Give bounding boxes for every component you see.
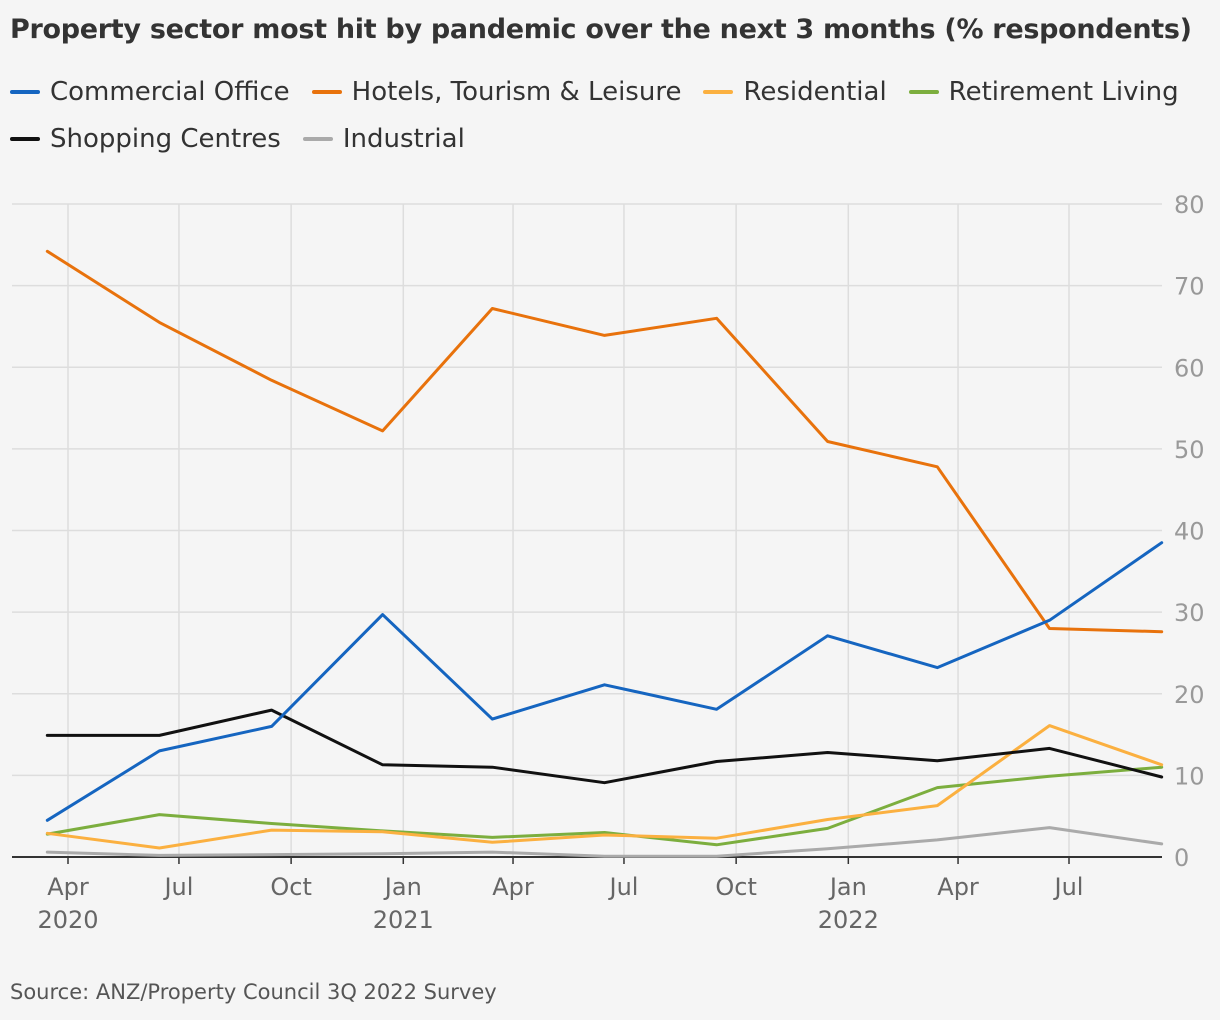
y-tick-label-50: 50 xyxy=(1174,436,1205,464)
y-tick-label-70: 70 xyxy=(1174,273,1205,301)
x-tick-label-9: Jul xyxy=(1053,873,1084,901)
y-tick-label-0: 0 xyxy=(1174,844,1189,872)
legend-label-industrial: Industrial xyxy=(342,124,465,154)
y-tick-label-40: 40 xyxy=(1174,518,1205,546)
legend-swatch-retirement-living xyxy=(908,90,939,94)
y-tick-label-20: 20 xyxy=(1174,681,1205,709)
x-tick-year-2022: 2022 xyxy=(818,906,879,934)
x-tick-label-5: Jul xyxy=(607,873,638,901)
legend-item-industrial: Industrial xyxy=(302,124,465,154)
x-tick-label-3: Jan xyxy=(383,873,422,901)
y-tick-label-80: 80 xyxy=(1174,191,1205,219)
legend-row-1: Commercial Office Hotels, Tourism & Leis… xyxy=(10,74,1210,110)
legend-swatch-residential xyxy=(703,90,734,94)
legend-swatch-industrial xyxy=(302,137,333,141)
x-tick-label-2: Oct xyxy=(270,873,312,901)
series-line-retirement-living xyxy=(45,765,1164,847)
x-tick-label-4: Apr xyxy=(492,873,534,901)
x-tick-year-2021: 2021 xyxy=(373,906,434,934)
legend-label-residential: Residential xyxy=(743,77,887,107)
legend-swatch-hotels xyxy=(311,90,342,94)
legend-item-retirement-living: Retirement Living xyxy=(908,77,1179,107)
series-line-residential xyxy=(45,724,1164,850)
x-tick-year-2020: 2020 xyxy=(37,906,98,934)
series-line-hotels-tourism-leisure xyxy=(45,249,1164,634)
chart-legend: Commercial Office Hotels, Tourism & Leis… xyxy=(10,74,1210,168)
y-tick-label-30: 30 xyxy=(1174,599,1205,627)
legend-label-shopping-centres: Shopping Centres xyxy=(50,124,281,154)
legend-item-shopping-centres: Shopping Centres xyxy=(10,124,281,154)
legend-swatch-shopping-centres xyxy=(10,137,40,141)
legend-label-retirement-living: Retirement Living xyxy=(948,77,1179,107)
x-tick-label-7: Jan xyxy=(828,873,867,901)
x-tick-label-6: Oct xyxy=(715,873,757,901)
y-tick-label-10: 10 xyxy=(1174,762,1205,790)
series-line-shopping-centres xyxy=(45,708,1164,785)
line-chart: 0 10 20 30 40 50 60 70 80 Apr 2020 Jul Oct Jan 2021 Apr… xyxy=(12,191,1205,934)
legend-label-commercial-office: Commercial Office xyxy=(50,77,290,107)
x-tick-label-8: Apr xyxy=(937,873,979,901)
series-line-commercial-office xyxy=(45,541,1164,822)
legend-item-residential: Residential xyxy=(703,77,887,107)
series-line-industrial xyxy=(45,826,1164,858)
legend-swatch-commercial-office xyxy=(10,90,40,94)
legend-row-2: Shopping Centres Industrial xyxy=(10,121,1210,157)
x-tick-label-0: Apr xyxy=(47,873,89,901)
chart-title: Property sector most hit by pandemic ove… xyxy=(10,14,1192,45)
x-tick-label-1: Jul xyxy=(162,873,193,901)
source-note: Source: ANZ/Property Council 3Q 2022 Sur… xyxy=(10,980,497,1004)
legend-label-hotels: Hotels, Tourism & Leisure xyxy=(351,77,682,107)
legend-item-commercial-office: Commercial Office xyxy=(10,77,290,107)
legend-item-hotels: Hotels, Tourism & Leisure xyxy=(311,77,682,107)
y-tick-label-60: 60 xyxy=(1174,354,1205,382)
